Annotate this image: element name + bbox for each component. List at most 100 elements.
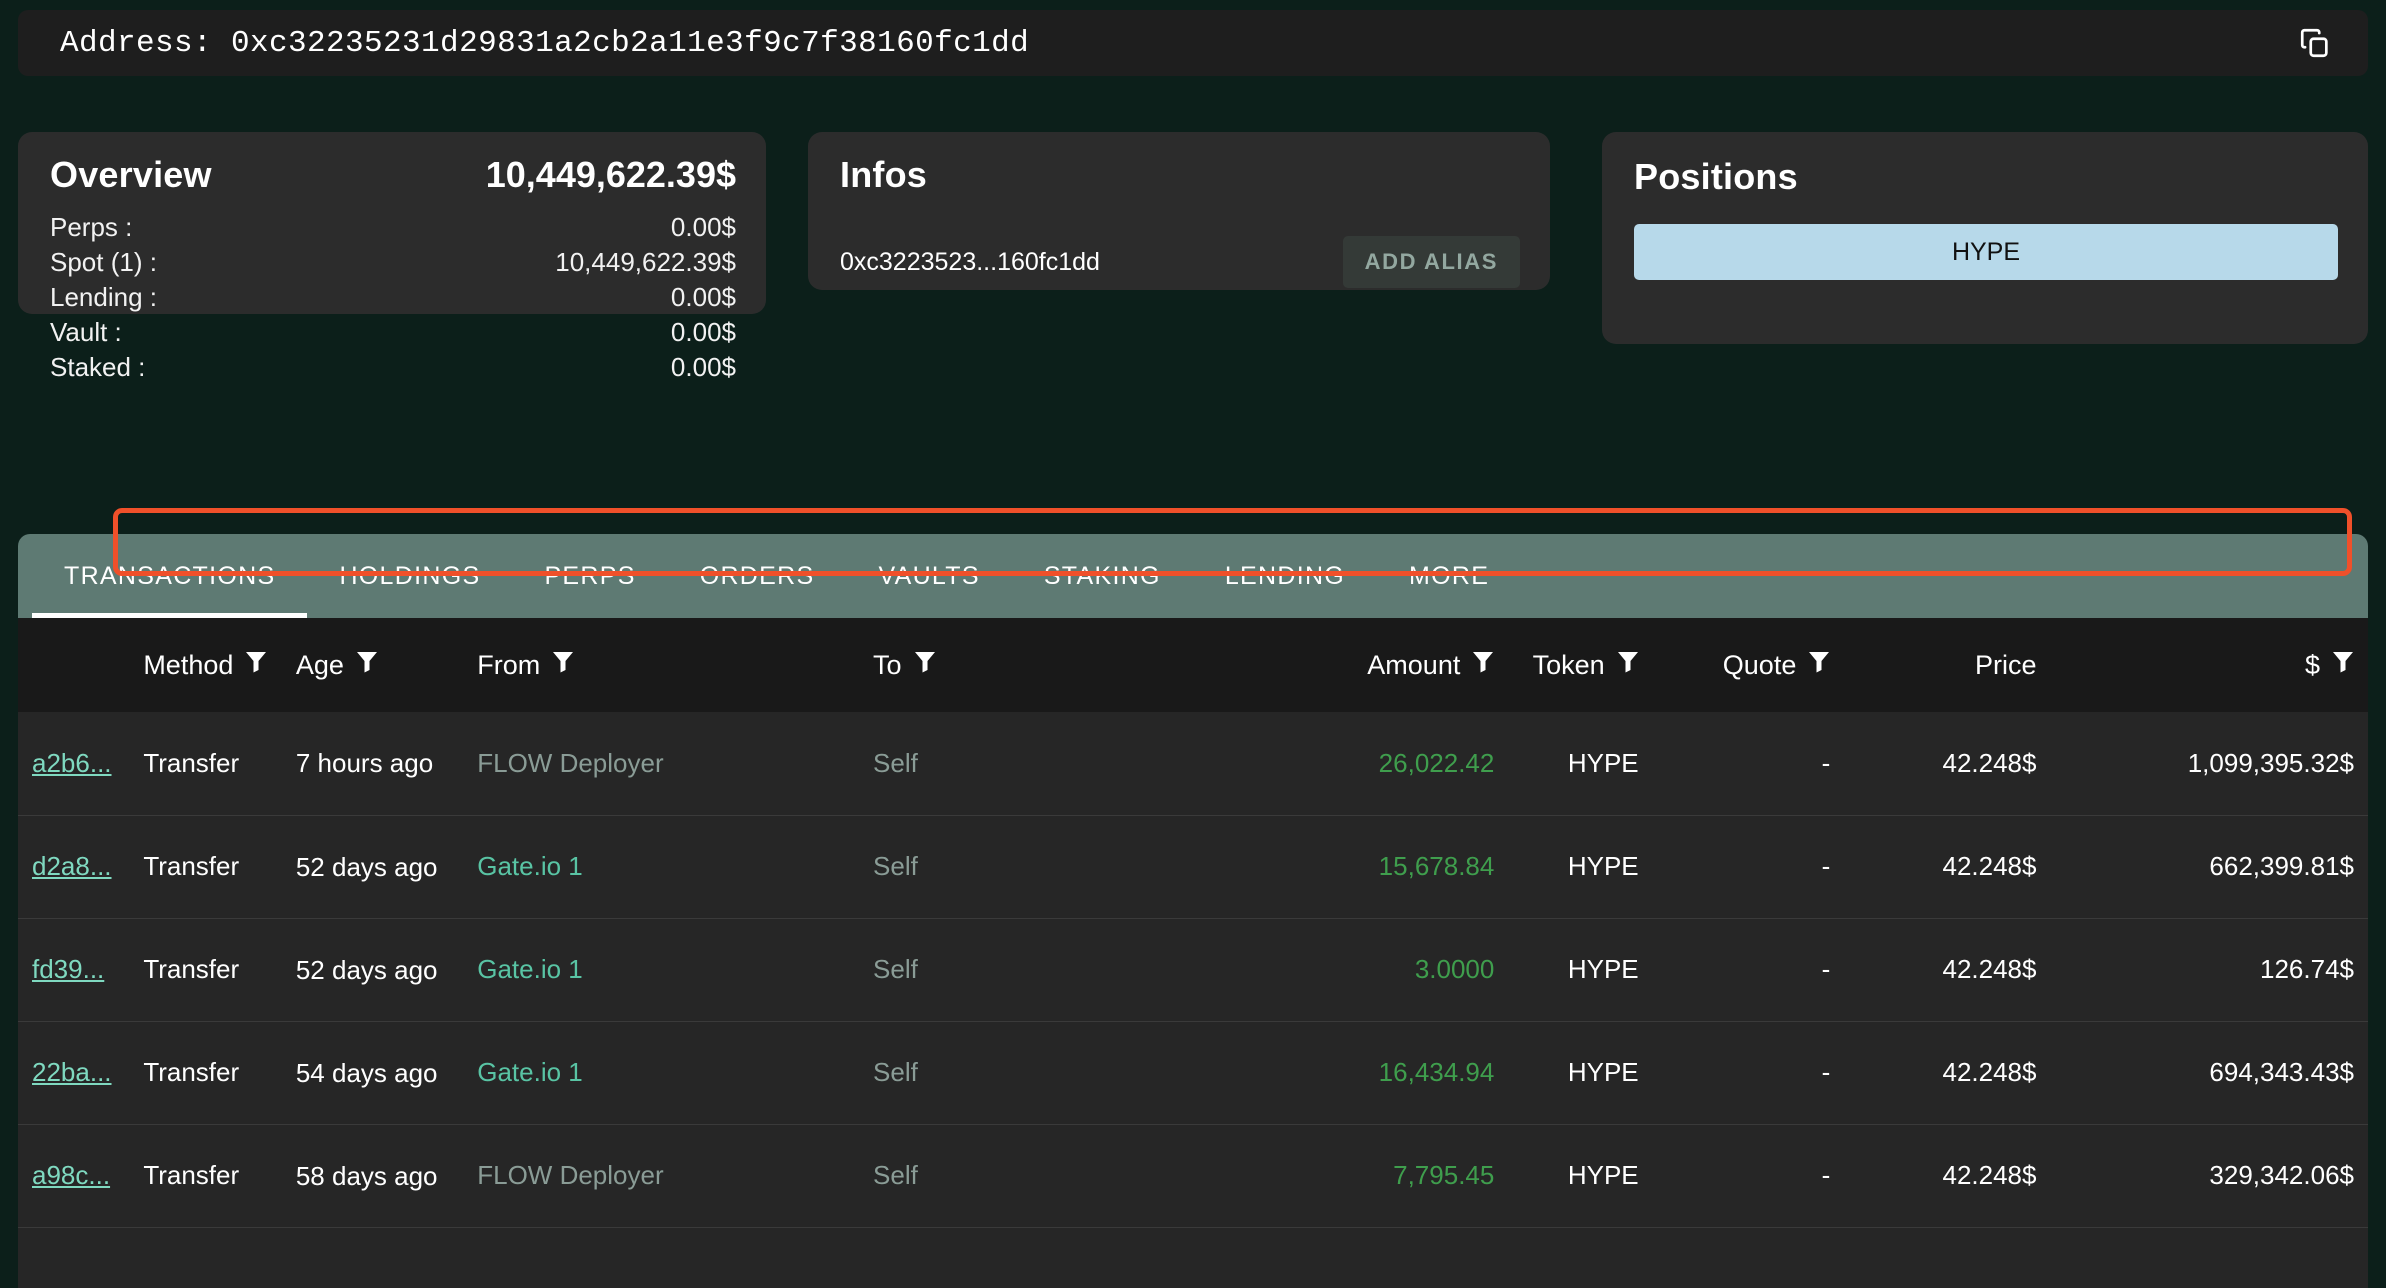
cell-from[interactable]: FLOW Deployer xyxy=(463,1124,859,1227)
tab-orders[interactable]: ORDERS xyxy=(699,561,815,590)
cell-hash[interactable]: 22ba... xyxy=(18,1021,129,1124)
transactions-table-container[interactable]: Method Age From To Amount Token Quote Price $ a2… xyxy=(18,618,2368,1288)
tx-hash-link[interactable]: a98c... xyxy=(32,1160,111,1190)
column-header-label-method: Method xyxy=(143,649,234,680)
table-row[interactable]: fd39... Transfer 52 days ago Gate.io 1 Self 3… xyxy=(18,918,2368,1021)
amount-value: 26,022.42 xyxy=(1378,747,1495,778)
infos-body: 0xc3223523...160fc1dd ADD ALIAS xyxy=(840,236,1520,288)
filter-icon[interactable] xyxy=(914,650,936,681)
column-header-to[interactable]: To xyxy=(859,618,1236,712)
table-row[interactable]: a2b6... Transfer 7 hours ago FLOW Deployer S… xyxy=(18,712,2368,815)
cell-method: Transfer xyxy=(143,954,240,984)
to-address[interactable]: Self xyxy=(873,851,918,881)
tx-hash-link[interactable]: a2b6... xyxy=(32,747,112,778)
cell-hash[interactable]: d2a8... xyxy=(18,815,129,918)
column-header-token[interactable]: Token xyxy=(1508,618,1652,712)
to-address[interactable]: Self xyxy=(873,747,918,778)
cell-usd: 329,342.06$ xyxy=(2209,1160,2354,1190)
column-header-amount[interactable]: Amount xyxy=(1236,618,1508,712)
filter-icon[interactable] xyxy=(1617,650,1639,681)
to-address[interactable]: Self xyxy=(873,1160,918,1190)
filter-icon[interactable] xyxy=(552,650,574,681)
cell-to[interactable]: Self xyxy=(859,1124,1236,1227)
column-header-label-amount: Amount xyxy=(1367,649,1461,680)
cell-from[interactable]: Gate.io 1 xyxy=(463,815,859,918)
cell-token: HYPE xyxy=(1567,851,1639,881)
column-header-from[interactable]: From xyxy=(463,618,859,712)
tab-transactions[interactable]: TRANSACTIONS xyxy=(32,534,308,618)
column-header-label-age: Age xyxy=(295,649,344,680)
cell-from[interactable]: FLOW Deployer xyxy=(463,712,859,815)
cell-quote: - xyxy=(1821,1057,1831,1087)
to-address[interactable]: Self xyxy=(873,954,918,984)
positions-card: Positions HYPE xyxy=(1602,132,2368,344)
overview-row-vault: Vault : 0.00$ xyxy=(50,315,736,350)
column-header-method[interactable]: Method xyxy=(129,618,282,712)
cell-to[interactable]: Self xyxy=(859,918,1236,1021)
position-item-hype[interactable]: HYPE xyxy=(1634,224,2338,280)
tab-holdings[interactable]: HOLDINGS xyxy=(339,561,481,590)
add-alias-button[interactable]: ADD ALIAS xyxy=(1342,236,1520,288)
overview-row-perps: Perps : 0.00$ xyxy=(50,210,736,245)
column-header-price[interactable]: Price xyxy=(1844,618,2050,712)
filter-icon[interactable] xyxy=(2332,650,2354,681)
cell-hash[interactable]: a2b6... xyxy=(18,712,129,815)
tab-staking[interactable]: STAKING xyxy=(1043,561,1161,590)
filter-icon[interactable] xyxy=(356,650,378,681)
table-head: Method Age From To Amount Token Quote Price $ xyxy=(18,618,2368,712)
overview-row-staked: Staked : 0.00$ xyxy=(50,350,736,385)
cell-method: Transfer xyxy=(143,747,240,778)
copy-icon[interactable] xyxy=(2292,20,2338,66)
tx-hash-link[interactable]: d2a8... xyxy=(32,851,112,881)
tab-vaults[interactable]: VAULTS xyxy=(878,561,980,590)
transactions-table: Method Age From To Amount Token Quote Price $ a2… xyxy=(18,618,2368,1228)
address-bar: Address: 0xc32235231d29831a2cb2a11e3f9c7… xyxy=(18,10,2368,76)
amount-value: 15,678.84 xyxy=(1378,851,1495,881)
cell-amount: 16,434.94 xyxy=(1236,1021,1508,1124)
column-header-usd[interactable]: $ xyxy=(2050,618,2368,712)
summary-cards: Overview 10,449,622.39$ Perps : 0.00$ Sp… xyxy=(18,132,2368,382)
from-address[interactable]: Gate.io 1 xyxy=(477,1057,583,1087)
filter-icon[interactable] xyxy=(1808,650,1830,681)
overview-label-spot: Spot (1) : xyxy=(50,247,157,277)
cell-to[interactable]: Self xyxy=(859,815,1236,918)
from-address[interactable]: FLOW Deployer xyxy=(477,747,664,778)
table-row[interactable]: 22ba... Transfer 54 days ago Gate.io 1 Self 1… xyxy=(18,1021,2368,1124)
cell-to[interactable]: Self xyxy=(859,712,1236,815)
cell-from[interactable]: Gate.io 1 xyxy=(463,918,859,1021)
table-row[interactable]: a98c... Transfer 58 days ago FLOW Deployer S… xyxy=(18,1124,2368,1227)
table-row[interactable]: d2a8... Transfer 52 days ago Gate.io 1 Self 1… xyxy=(18,815,2368,918)
cell-usd: 1,099,395.32$ xyxy=(2187,747,2354,778)
tab-lending[interactable]: LENDING xyxy=(1224,561,1346,590)
positions-title: Positions xyxy=(1634,156,1798,197)
tx-hash-link[interactable]: fd39... xyxy=(32,954,105,984)
cell-amount: 26,022.42 xyxy=(1236,712,1508,815)
overview-card: Overview 10,449,622.39$ Perps : 0.00$ Sp… xyxy=(18,132,766,382)
cell-usd: 694,343.43$ xyxy=(2209,1057,2354,1087)
to-address[interactable]: Self xyxy=(873,1057,918,1087)
overview-label-vault: Vault : xyxy=(50,317,122,347)
cell-to[interactable]: Self xyxy=(859,1021,1236,1124)
filter-icon[interactable] xyxy=(245,650,267,681)
column-header-hash[interactable] xyxy=(18,618,129,712)
from-address[interactable]: Gate.io 1 xyxy=(477,851,583,881)
from-address[interactable]: Gate.io 1 xyxy=(477,954,583,984)
cell-age: 7 hours ago xyxy=(295,748,434,779)
cell-hash[interactable]: fd39... xyxy=(18,918,129,1021)
from-address[interactable]: FLOW Deployer xyxy=(477,1160,664,1190)
tab-more[interactable]: MORE xyxy=(1409,561,1490,590)
cell-hash[interactable]: a98c... xyxy=(18,1124,129,1227)
tab-perps[interactable]: PERPS xyxy=(544,561,636,590)
column-header-quote[interactable]: Quote xyxy=(1653,618,1845,712)
column-header-label-to: To xyxy=(873,649,902,680)
cell-age: 58 days ago xyxy=(295,1160,438,1191)
cell-token: HYPE xyxy=(1567,954,1639,984)
column-header-label-price: Price xyxy=(1974,649,2037,680)
filter-icon[interactable] xyxy=(1472,650,1494,681)
cell-age: 52 days ago xyxy=(295,851,438,882)
cell-from[interactable]: Gate.io 1 xyxy=(463,1021,859,1124)
column-header-age[interactable]: Age xyxy=(282,618,463,712)
overview-value-perps: 0.00$ xyxy=(670,212,736,242)
cell-quote: - xyxy=(1821,1160,1831,1190)
tx-hash-link[interactable]: 22ba... xyxy=(32,1057,112,1087)
